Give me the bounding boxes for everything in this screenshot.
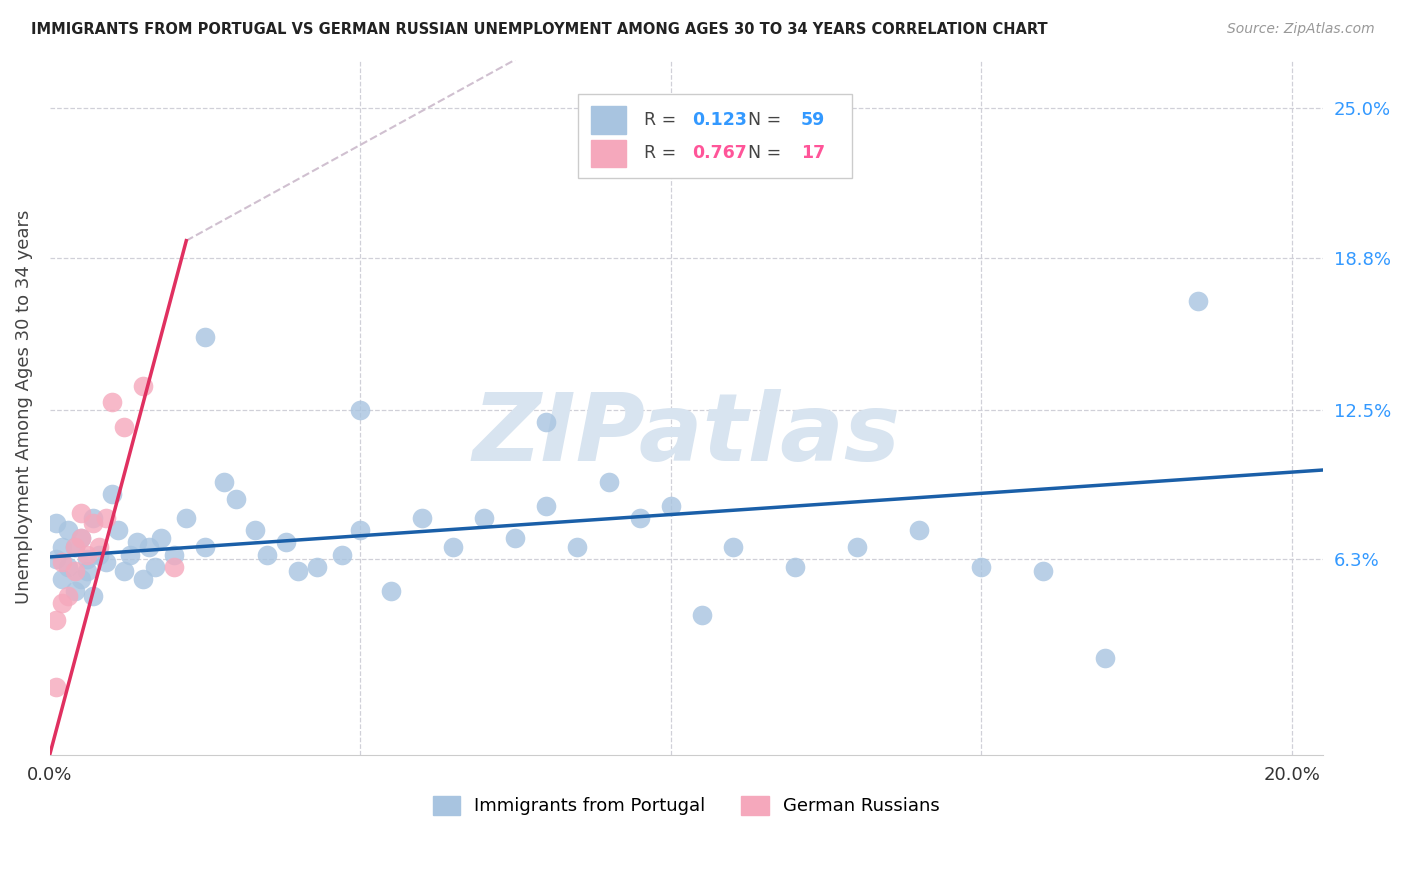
Text: IMMIGRANTS FROM PORTUGAL VS GERMAN RUSSIAN UNEMPLOYMENT AMONG AGES 30 TO 34 YEAR: IMMIGRANTS FROM PORTUGAL VS GERMAN RUSSI… [31, 22, 1047, 37]
Text: 0.767: 0.767 [693, 145, 747, 162]
Point [659, 500, 682, 514]
Point [69, 507, 91, 521]
Point [76, 565, 98, 579]
Point [225, 491, 247, 506]
Point [598, 475, 620, 489]
Point [112, 419, 135, 434]
Point [567, 541, 589, 555]
Point [112, 565, 135, 579]
Point [120, 548, 142, 562]
Point [132, 572, 155, 586]
Text: 59: 59 [801, 112, 825, 129]
Point [441, 541, 464, 555]
Point [194, 541, 217, 555]
Point [138, 541, 160, 555]
Point [256, 548, 278, 562]
Text: 17: 17 [801, 145, 825, 162]
Text: 0.123: 0.123 [693, 112, 748, 129]
Point [82, 516, 104, 530]
Text: N =: N = [737, 145, 787, 162]
Point [163, 548, 186, 562]
Point [63, 541, 86, 555]
Point [82, 589, 104, 603]
Point [690, 607, 713, 622]
Point [212, 475, 235, 489]
Point [63, 583, 86, 598]
Point [76, 552, 98, 566]
Point [721, 541, 744, 555]
Text: Source: ZipAtlas.com: Source: ZipAtlas.com [1227, 22, 1375, 37]
Point [89, 548, 111, 562]
Point [45, 681, 67, 695]
Text: R =: R = [644, 112, 682, 129]
Point [63, 541, 86, 555]
Point [58, 559, 80, 574]
Point [174, 511, 197, 525]
Y-axis label: Unemployment Among Ages 30 to 34 years: Unemployment Among Ages 30 to 34 years [15, 210, 32, 605]
Point [783, 559, 806, 574]
Point [1187, 293, 1209, 308]
Point [845, 541, 868, 555]
Point [94, 555, 117, 569]
Point [287, 565, 309, 579]
Point [349, 402, 371, 417]
Bar [591, 106, 626, 134]
Point [58, 524, 80, 538]
Point [69, 531, 91, 545]
Point [51, 555, 73, 569]
Point [472, 511, 495, 525]
Point [45, 552, 67, 566]
Point [1094, 651, 1116, 665]
Point [380, 583, 402, 598]
Point [58, 589, 80, 603]
Point [536, 415, 558, 429]
Point [51, 596, 73, 610]
Point [82, 511, 104, 525]
Point [100, 487, 122, 501]
Point [125, 535, 148, 549]
Text: ZIPatlas: ZIPatlas [472, 389, 900, 481]
Point [505, 531, 527, 545]
Legend: Immigrants from Portugal, German Russians: Immigrants from Portugal, German Russian… [433, 796, 939, 815]
Point [274, 535, 297, 549]
Point [330, 548, 353, 562]
Point [51, 572, 73, 586]
Point [107, 524, 129, 538]
Point [69, 531, 91, 545]
Point [305, 559, 328, 574]
FancyBboxPatch shape [578, 95, 852, 178]
Text: N =: N = [737, 112, 787, 129]
Bar [591, 139, 626, 168]
Point [76, 548, 98, 562]
Point [536, 500, 558, 514]
Point [100, 395, 122, 409]
Point [194, 330, 217, 344]
Point [94, 511, 117, 525]
Point [243, 524, 266, 538]
Point [1032, 565, 1054, 579]
Point [150, 531, 173, 545]
Point [349, 524, 371, 538]
Point [143, 559, 166, 574]
Point [51, 541, 73, 555]
Point [628, 511, 651, 525]
Point [163, 559, 186, 574]
Point [411, 511, 433, 525]
Point [908, 524, 931, 538]
Point [69, 572, 91, 586]
Point [63, 565, 86, 579]
Point [132, 378, 155, 392]
Point [970, 559, 993, 574]
Point [45, 516, 67, 530]
Text: R =: R = [644, 145, 682, 162]
Point [89, 541, 111, 555]
Point [45, 613, 67, 627]
